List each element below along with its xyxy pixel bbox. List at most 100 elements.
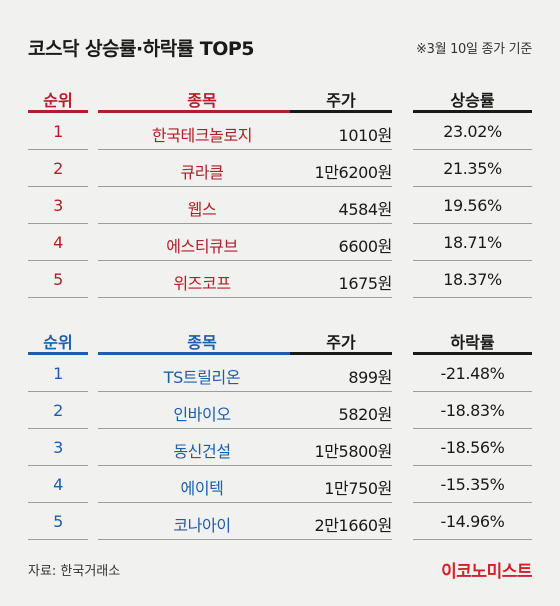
row-divider xyxy=(290,391,392,392)
rank-cell: 1 xyxy=(53,122,63,141)
price-cell: 2만1660원 xyxy=(314,516,392,535)
name-cell: 인바이오 xyxy=(173,405,231,424)
header-rank: 순위 xyxy=(43,91,73,110)
price-cell: 1010원 xyxy=(338,126,393,145)
row-divider xyxy=(413,260,532,261)
price-cell: 1675원 xyxy=(338,274,393,293)
row-divider xyxy=(413,539,532,540)
header-price: 주가 xyxy=(326,333,356,352)
rate-cell: 23.02% xyxy=(443,122,502,141)
price-cell: 1만5800원 xyxy=(314,442,392,461)
rate-cell: -18.56% xyxy=(440,438,505,457)
price-cell: 5820원 xyxy=(338,405,393,424)
row-divider xyxy=(98,260,306,261)
table-row: 3 동신건설 1만5800원 -18.56% xyxy=(28,429,532,466)
header-rank: 순위 xyxy=(43,333,73,352)
name-cell: 에스티큐브 xyxy=(166,237,238,256)
row-divider xyxy=(28,539,88,540)
row-divider xyxy=(290,465,392,466)
header-rule xyxy=(290,110,392,113)
header-rate: 하락률 xyxy=(450,333,495,352)
header-rule xyxy=(28,352,88,355)
rate-cell: 18.37% xyxy=(443,270,502,289)
header-rule xyxy=(98,110,306,113)
row-divider xyxy=(290,539,392,540)
rate-cell: 18.71% xyxy=(443,233,502,252)
price-cell: 899원 xyxy=(348,368,392,387)
name-cell: 위즈코프 xyxy=(173,274,231,293)
row-divider xyxy=(290,428,392,429)
header-price: 주가 xyxy=(326,91,356,110)
name-cell: 한국테크놀로지 xyxy=(151,126,253,145)
fall-table-header: 순위 종목 주가 하락률 xyxy=(28,322,532,355)
rank-cell: 2 xyxy=(53,159,63,178)
row-divider xyxy=(98,297,306,298)
row-divider xyxy=(28,149,88,150)
row-divider xyxy=(290,149,392,150)
table-row: 4 에이텍 1만750원 -15.35% xyxy=(28,466,532,503)
row-divider xyxy=(413,223,532,224)
row-divider xyxy=(290,186,392,187)
table-row: 2 인바이오 5820원 -18.83% xyxy=(28,392,532,429)
rank-cell: 4 xyxy=(53,475,63,494)
rank-cell: 5 xyxy=(53,512,63,531)
rank-cell: 4 xyxy=(53,233,63,252)
row-divider xyxy=(413,149,532,150)
row-divider xyxy=(413,465,532,466)
source-note: 자료: 한국거래소 xyxy=(28,564,121,579)
row-divider xyxy=(290,502,392,503)
header-rule xyxy=(413,352,532,355)
price-cell: 1만6200원 xyxy=(314,163,392,182)
table-row: 5 위즈코프 1675원 18.37% xyxy=(28,261,532,298)
header-name: 종목 xyxy=(187,333,217,352)
rise-table: 순위 종목 주가 상승률 1 한국테크놀로지 1010원 23.02% 2 큐라클 1만62… xyxy=(28,80,532,298)
row-divider xyxy=(28,502,88,503)
row-divider xyxy=(28,186,88,187)
basis-note: ※3월 10일 종가 기준 xyxy=(416,42,532,57)
header-rule xyxy=(290,352,392,355)
header-rule xyxy=(98,352,306,355)
rate-cell: -15.35% xyxy=(440,475,505,494)
row-divider xyxy=(413,502,532,503)
rate-cell: -21.48% xyxy=(440,364,505,383)
price-cell: 4584원 xyxy=(338,200,393,219)
table-row: 2 큐라클 1만6200원 21.35% xyxy=(28,150,532,187)
fall-table: 순위 종목 주가 하락률 1 TS트릴리온 899원 -21.48% 2 인바이오 5820… xyxy=(28,322,532,540)
row-divider xyxy=(290,260,392,261)
row-divider xyxy=(98,502,306,503)
name-cell: 코나아이 xyxy=(173,516,231,535)
row-divider xyxy=(28,428,88,429)
table-row: 1 TS트릴리온 899원 -21.48% xyxy=(28,355,532,392)
price-cell: 1만750원 xyxy=(324,479,392,498)
table-row: 1 한국테크놀로지 1010원 23.02% xyxy=(28,113,532,150)
row-divider xyxy=(413,391,532,392)
row-divider xyxy=(413,186,532,187)
row-divider xyxy=(98,539,306,540)
row-divider xyxy=(28,260,88,261)
publisher-logo: 이코노미스트 xyxy=(441,562,532,582)
row-divider xyxy=(98,223,306,224)
price-cell: 6600원 xyxy=(338,237,393,256)
header-rule xyxy=(413,110,532,113)
rank-cell: 5 xyxy=(53,270,63,289)
table-row: 3 웹스 4584원 19.56% xyxy=(28,187,532,224)
row-divider xyxy=(413,428,532,429)
row-divider xyxy=(28,297,88,298)
rank-cell: 1 xyxy=(53,364,63,383)
rate-cell: 21.35% xyxy=(443,159,502,178)
name-cell: 동신건설 xyxy=(173,442,231,461)
row-divider xyxy=(98,391,306,392)
name-cell: 큐라클 xyxy=(180,163,224,182)
name-cell: 에이텍 xyxy=(180,479,224,498)
row-divider xyxy=(28,391,88,392)
header-rate: 상승률 xyxy=(450,91,495,110)
rank-cell: 3 xyxy=(53,196,63,215)
row-divider xyxy=(290,297,392,298)
table-row: 5 코나아이 2만1660원 -14.96% xyxy=(28,503,532,540)
row-divider xyxy=(98,149,306,150)
row-divider xyxy=(98,428,306,429)
name-cell: TS트릴리온 xyxy=(163,368,241,387)
rate-cell: -14.96% xyxy=(440,512,505,531)
rank-cell: 2 xyxy=(53,401,63,420)
rise-table-header: 순위 종목 주가 상승률 xyxy=(28,80,532,113)
